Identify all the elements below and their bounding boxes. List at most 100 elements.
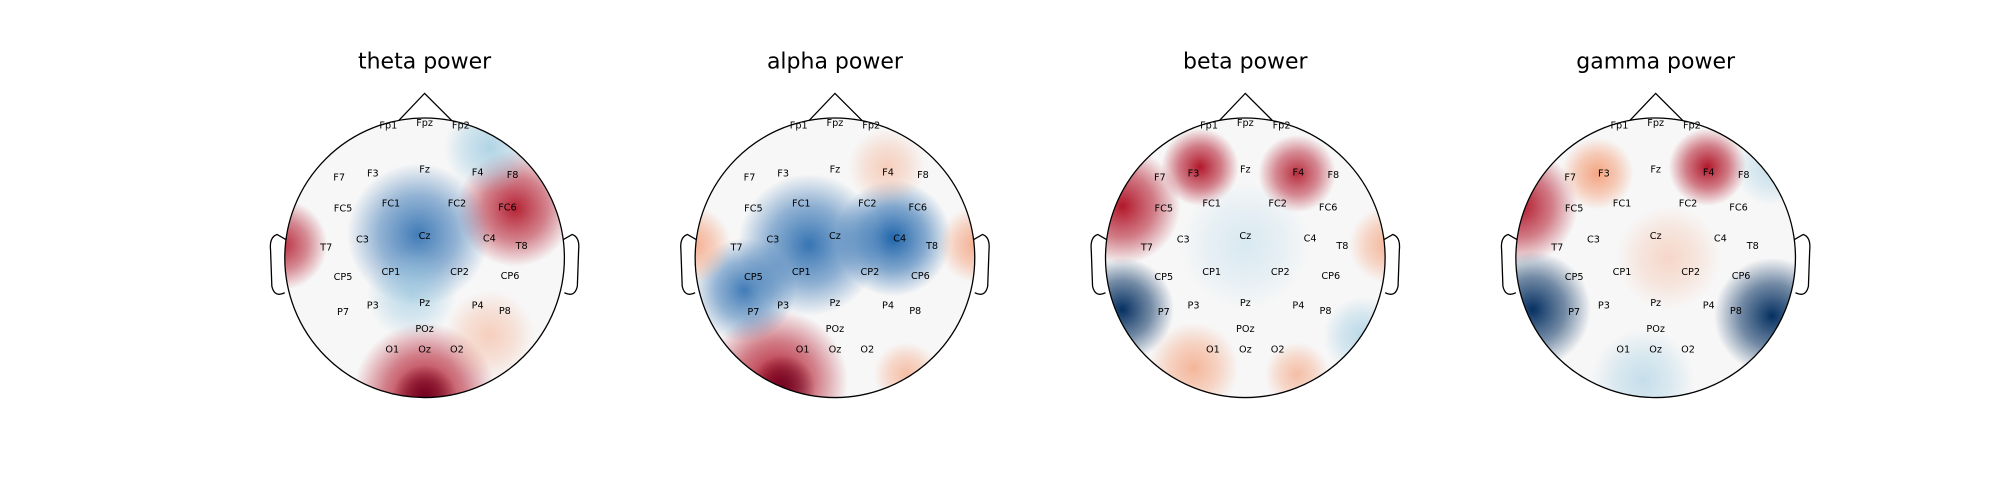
sensor-label: CP5: [1154, 272, 1173, 283]
sensor-label: CP2: [861, 267, 880, 278]
sensor-label: FC2: [1268, 198, 1287, 209]
sensor-label: C3: [1587, 235, 1600, 246]
sensor-label: Fp1: [1610, 121, 1628, 132]
sensor-label: O1: [1616, 345, 1630, 356]
right-ear: [1383, 233, 1401, 295]
sensor-label: CP1: [382, 267, 401, 278]
sensor-label: FC5: [1155, 204, 1174, 215]
sensor-label: O2: [1271, 345, 1285, 356]
sensor-label: FC1: [1613, 198, 1632, 209]
sensor-label: FC2: [1679, 198, 1698, 209]
sensor-label: C4: [1304, 233, 1317, 244]
shade-blob: [847, 128, 926, 206]
right-ear: [562, 233, 580, 295]
sensor-label: C4: [893, 233, 906, 244]
sensor-label: P3: [1598, 301, 1610, 312]
right-ear: [1793, 233, 1811, 295]
topomap: alpha power Fp1 Fpz Fp2 F7 F3 Fz F4 F8 FC5 FC1 FC2 F…: [680, 49, 990, 399]
head-outline: [284, 117, 566, 399]
sensor-label: FC1: [382, 198, 401, 209]
sensor-label: Fp2: [1683, 121, 1701, 132]
shade-blob: [1515, 251, 1591, 368]
sensor-label: FC1: [792, 198, 811, 209]
shade-blob: [1105, 257, 1175, 362]
sensor-label: Fpz: [1647, 118, 1664, 129]
sensor-label: Fp2: [862, 121, 880, 132]
sensor-label: POz: [1646, 324, 1665, 335]
sensor-label: F8: [507, 170, 519, 181]
sensor-label: F7: [1564, 173, 1576, 184]
sensor-label: F4: [1293, 167, 1305, 178]
sensor-label: C4: [483, 233, 496, 244]
sensor-label: Oz: [418, 345, 431, 356]
sensor-label: Cz: [419, 231, 431, 242]
sensor-label: F3: [367, 169, 379, 180]
sensor-label: Pz: [1240, 298, 1251, 309]
sensor-label: FC5: [744, 204, 763, 215]
sensor-label: P7: [1158, 307, 1170, 318]
sensor-label: Fp1: [1200, 121, 1218, 132]
sensor-label: O1: [796, 345, 810, 356]
sensor-label: FC6: [1729, 202, 1748, 213]
sensor-label: CP6: [501, 271, 520, 282]
sensor-label: Fp1: [379, 121, 397, 132]
shade-blob: [1148, 322, 1239, 398]
sensor-label: O2: [450, 345, 464, 356]
sensor-label: F8: [917, 170, 929, 181]
sensor-label: Pz: [829, 298, 840, 309]
sensor-label: CP5: [1565, 272, 1584, 283]
sensor-label: C3: [1177, 235, 1190, 246]
sensor-label: T7: [319, 242, 332, 253]
shade-blob: [1348, 205, 1386, 284]
topomap: beta power Fp1 Fpz Fp2 F7 F3 Fz F4 F8 FC5 FC1 FC2 FC…: [1090, 49, 1401, 399]
nose: [398, 92, 453, 122]
power-shading: [695, 117, 975, 398]
sensor-label: CP1: [1613, 267, 1632, 278]
sensor-label: F4: [472, 167, 484, 178]
shade-blob: [284, 199, 328, 291]
sensor-label: Fz: [830, 165, 841, 176]
shade-blob: [444, 290, 535, 381]
sensor-label: POz: [415, 324, 434, 335]
left-ear: [1090, 233, 1108, 295]
shade-blob: [1616, 205, 1721, 310]
plot-title: gamma power: [1576, 49, 1736, 74]
sensor-label: CP2: [1271, 267, 1290, 278]
sensor-label: P7: [337, 307, 349, 318]
shade-blob: [873, 341, 939, 398]
sensor-label: FC5: [1565, 204, 1584, 215]
left-ear: [680, 233, 697, 295]
plot-title: alpha power: [767, 49, 904, 74]
sensor-label: POz: [826, 324, 845, 335]
sensor-label: FC1: [1202, 198, 1221, 209]
sensor-label: C4: [1714, 233, 1727, 244]
sensor-label: Oz: [1649, 345, 1662, 356]
sensor-label: CP6: [1732, 271, 1751, 282]
sensor-label: FC2: [858, 198, 877, 209]
sensor-label: F8: [1327, 170, 1339, 181]
sensor-label: F4: [1703, 167, 1715, 178]
shade-blob: [1733, 128, 1796, 206]
sensor-label: Fpz: [1237, 118, 1254, 129]
shade-blob: [1561, 137, 1634, 210]
head-outline: [1104, 117, 1386, 399]
head-outline: [1515, 117, 1797, 399]
shade-blob: [1590, 328, 1695, 398]
sensor-label: T7: [730, 242, 743, 253]
sensor-label: F8: [1738, 170, 1750, 181]
sensor-label: CP6: [911, 271, 930, 282]
sensor-label: F3: [1598, 169, 1610, 180]
sensor-label: O1: [385, 345, 399, 356]
sensor-label: CP2: [450, 267, 469, 278]
left-ear: [1500, 233, 1518, 295]
shade-blob: [1668, 128, 1747, 206]
sensor-label: Fpz: [416, 118, 433, 129]
sensor-label: Oz: [829, 345, 842, 356]
sensor-label: P3: [367, 301, 379, 312]
sensor-label: P8: [499, 306, 511, 317]
sensor-label: P4: [1703, 301, 1715, 312]
shade-blob: [938, 205, 975, 284]
shade-blob: [366, 248, 457, 340]
sensor-label: F7: [744, 173, 756, 184]
